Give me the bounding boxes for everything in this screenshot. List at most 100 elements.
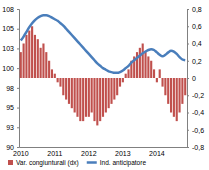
- bar: [68, 78, 70, 104]
- bar: [178, 78, 180, 113]
- x-tick: 2012: [81, 147, 97, 157]
- bar: [181, 78, 183, 104]
- y2-tick: 0,4: [187, 40, 202, 47]
- bar: [51, 69, 53, 78]
- bar: [48, 61, 50, 78]
- bar: [79, 78, 81, 121]
- bar: [159, 69, 161, 78]
- bar: [142, 44, 144, 79]
- y-tick: 108: [2, 6, 19, 13]
- bar: [28, 31, 30, 78]
- bar: [161, 78, 163, 87]
- y2-tick-mark: [187, 44, 189, 45]
- legend-item: Ind. anticipatore: [87, 159, 147, 167]
- x-tick-label: 2013: [115, 150, 131, 157]
- x-tick: 2011: [47, 147, 62, 157]
- y2-tick: -0,2: [187, 92, 204, 99]
- y-axis: 90939598100103105108: [2, 6, 19, 151]
- y-tick-label: 100: [2, 65, 14, 72]
- bar: [102, 78, 104, 117]
- bar: [116, 78, 118, 95]
- x-tick: 2013: [115, 147, 131, 157]
- bar: [65, 78, 67, 100]
- bar-series: [20, 26, 187, 125]
- y-tick-mark: [17, 108, 19, 109]
- bar: [167, 78, 169, 104]
- bar: [91, 78, 93, 113]
- y-tick: 93: [6, 124, 19, 131]
- y2-tick-mark: [187, 61, 189, 62]
- bar: [170, 78, 172, 113]
- bar: [37, 39, 39, 78]
- bar: [82, 78, 84, 121]
- bar: [62, 78, 64, 95]
- line: [21, 15, 185, 73]
- bar: [59, 78, 61, 87]
- bar: [119, 78, 121, 87]
- y-tick-mark: [17, 68, 19, 69]
- marks: [20, 15, 187, 125]
- bar: [45, 52, 47, 78]
- y-tick-mark: [17, 48, 19, 49]
- y-axis-line: [17, 10, 20, 148]
- bar: [122, 78, 124, 82]
- legend-swatch: [8, 160, 13, 165]
- chart: 90939598100103105108-0,8-0,6-0,4-0,200,2…: [0, 0, 209, 170]
- y-tick-mark: [17, 88, 19, 89]
- y2-tick-label: 0,2: [192, 57, 202, 64]
- x-axis: 2010 2011 2012 2013 2014: [13, 147, 188, 157]
- y2-tick: -0,4: [187, 109, 204, 116]
- y-tick: 103: [2, 45, 19, 52]
- y2-tick: 0,6: [187, 23, 202, 30]
- y-tick: 105: [2, 25, 19, 32]
- bar: [31, 26, 33, 78]
- y-tick: 100: [2, 65, 19, 72]
- plot: 90939598100103105108-0,8-0,6-0,4-0,200,2…: [2, 6, 204, 157]
- bar: [164, 78, 166, 95]
- bar: [93, 78, 95, 121]
- bar: [54, 74, 56, 78]
- x-tick: 2010: [13, 147, 29, 157]
- legend-item: Var. congiunturali (dx): [8, 159, 79, 167]
- y2-tick: 0,2: [187, 57, 202, 64]
- y2-tick-label: 0,6: [192, 23, 202, 30]
- bar: [74, 78, 76, 113]
- legend: Var. congiunturali (dx) Ind. anticipatore: [8, 159, 146, 167]
- bar: [156, 78, 158, 82]
- legend-label: Ind. anticipatore: [100, 159, 147, 167]
- x-tick-label: 2012: [81, 150, 97, 157]
- bar: [40, 48, 42, 78]
- bar: [42, 44, 44, 79]
- y2-tick-label: 0,4: [192, 40, 202, 47]
- y-tick-mark: [17, 147, 19, 148]
- x-axis-line: [20, 147, 188, 148]
- bar: [153, 69, 155, 78]
- bar: [173, 78, 175, 117]
- y2-tick-label: -0,2: [192, 92, 204, 99]
- bar: [139, 48, 141, 78]
- bar: [88, 78, 90, 117]
- x-tick: 2014: [149, 147, 165, 157]
- y2-tick-mark: [187, 130, 189, 131]
- y-tick-label: 98: [6, 85, 14, 92]
- bar: [57, 78, 59, 82]
- y-tick-mark: [17, 9, 19, 10]
- bar: [150, 61, 152, 78]
- bar: [71, 78, 73, 108]
- bar: [34, 35, 36, 78]
- bar: [25, 35, 27, 78]
- bar: [20, 52, 22, 78]
- y2-tick-label: 0,8: [192, 6, 202, 13]
- bar: [144, 52, 146, 78]
- bar: [23, 44, 25, 79]
- y2-tick-mark: [187, 26, 189, 27]
- bar: [96, 78, 98, 125]
- y-tick-label: 95: [6, 104, 14, 111]
- y2-tick-mark: [187, 95, 189, 96]
- x-tick-label: 2014: [149, 150, 165, 157]
- bar: [184, 78, 186, 95]
- y-tick: 95: [6, 104, 19, 111]
- y-tick-label: 105: [2, 25, 14, 32]
- bar: [105, 78, 107, 113]
- y2-tick: 0: [187, 75, 196, 82]
